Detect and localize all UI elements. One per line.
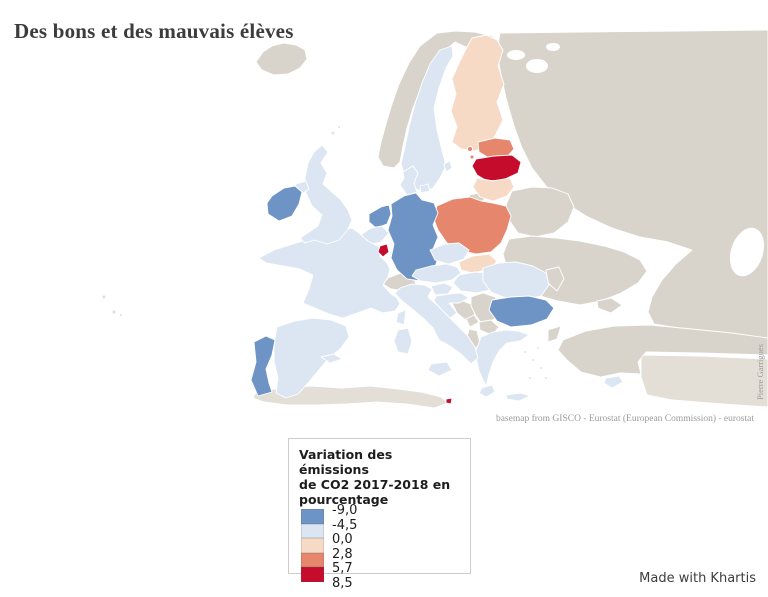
country-estonia bbox=[477, 137, 515, 159]
country-bulgaria bbox=[488, 295, 555, 328]
country-denmark bbox=[399, 165, 419, 196]
greek-island-6 bbox=[536, 346, 540, 350]
country-north-macedonia bbox=[478, 319, 500, 336]
author-credit: Pierre Garrigues bbox=[755, 344, 765, 400]
denmark-islands bbox=[419, 183, 431, 194]
country-czechia bbox=[429, 242, 470, 265]
country-lithuania bbox=[472, 177, 515, 202]
country-romania bbox=[482, 261, 550, 301]
legend-break-label: 8,5 bbox=[332, 575, 353, 591]
legend-break-label: -9,0 bbox=[332, 503, 358, 518]
map-legend: Variation des émissions de CO2 2017-2018… bbox=[288, 438, 471, 590]
country-belarus bbox=[505, 186, 575, 238]
azores-island-1 bbox=[101, 294, 107, 300]
country-austria bbox=[411, 263, 462, 284]
greek-island-1 bbox=[523, 350, 527, 354]
greek-island-4 bbox=[528, 376, 532, 380]
legend-swatch-class-5 bbox=[301, 567, 324, 582]
legend-swatch-class-3 bbox=[301, 538, 324, 553]
country-turkey-european bbox=[547, 325, 562, 343]
islands-orkney bbox=[337, 125, 341, 129]
country-iceland bbox=[255, 42, 308, 76]
lake-onega bbox=[526, 59, 548, 73]
legend-swatch-class-2 bbox=[301, 523, 324, 538]
greek-island-3 bbox=[539, 366, 543, 370]
caspian-sea bbox=[729, 227, 765, 277]
country-netherlands bbox=[368, 204, 392, 229]
basemap-attribution: basemap from GISCO - Eurostat (European … bbox=[495, 414, 754, 424]
region-north-africa bbox=[252, 385, 449, 409]
country-united-kingdom bbox=[299, 144, 353, 245]
island-corsica bbox=[395, 309, 407, 326]
azores-island-2 bbox=[111, 309, 117, 315]
legend-break-label: 0,0 bbox=[332, 532, 353, 547]
island-sardinia bbox=[393, 327, 413, 355]
lake-north bbox=[546, 43, 560, 51]
legend-break-label: -4,5 bbox=[332, 517, 358, 533]
country-slovenia bbox=[430, 282, 454, 296]
country-spain bbox=[273, 317, 350, 399]
page-title: Des bons et des mauvais élèves bbox=[14, 19, 294, 44]
legend-swatch-column bbox=[301, 509, 324, 596]
island-sicily bbox=[427, 361, 453, 377]
country-portugal bbox=[250, 335, 276, 397]
country-luxembourg bbox=[377, 243, 390, 258]
country-poland bbox=[432, 196, 512, 255]
greek-island-5 bbox=[544, 376, 548, 380]
estonia-islands bbox=[467, 146, 473, 152]
greek-island-2 bbox=[531, 358, 535, 362]
lake-ladoga bbox=[507, 50, 525, 60]
made-with-khartis: Made with Khartis bbox=[639, 571, 756, 586]
legend-swatch-class-1 bbox=[301, 509, 324, 524]
region-middle-east bbox=[640, 354, 768, 408]
estonia-islands-2 bbox=[469, 154, 475, 160]
islands-shetland bbox=[330, 130, 336, 136]
region-peloponnese bbox=[478, 384, 496, 398]
country-greece bbox=[474, 329, 530, 387]
country-turkey bbox=[557, 324, 768, 378]
country-cyprus bbox=[603, 375, 624, 389]
legend-title: Variation des émissions de CO2 2017-2018… bbox=[299, 447, 451, 507]
country-italy bbox=[394, 283, 479, 365]
legend-break-label: 2,8 bbox=[332, 546, 353, 562]
country-ireland bbox=[266, 185, 303, 222]
country-finland bbox=[450, 34, 505, 152]
country-malta bbox=[445, 397, 453, 405]
azores-island-3 bbox=[119, 313, 123, 317]
islands-balearics bbox=[320, 353, 343, 364]
island-crete bbox=[505, 392, 531, 402]
legend-swatch-class-4 bbox=[301, 552, 324, 567]
island-gotland bbox=[443, 160, 453, 173]
legend-body: -9,0 -4,5 0,0 2,8 5,7 8,5 bbox=[301, 503, 462, 596]
legend-break-label: 5,7 bbox=[332, 561, 353, 576]
region-crimea bbox=[596, 297, 623, 314]
country-latvia bbox=[471, 154, 522, 182]
legend-label-column: -9,0 -4,5 0,0 2,8 5,7 8,5 bbox=[332, 503, 358, 591]
